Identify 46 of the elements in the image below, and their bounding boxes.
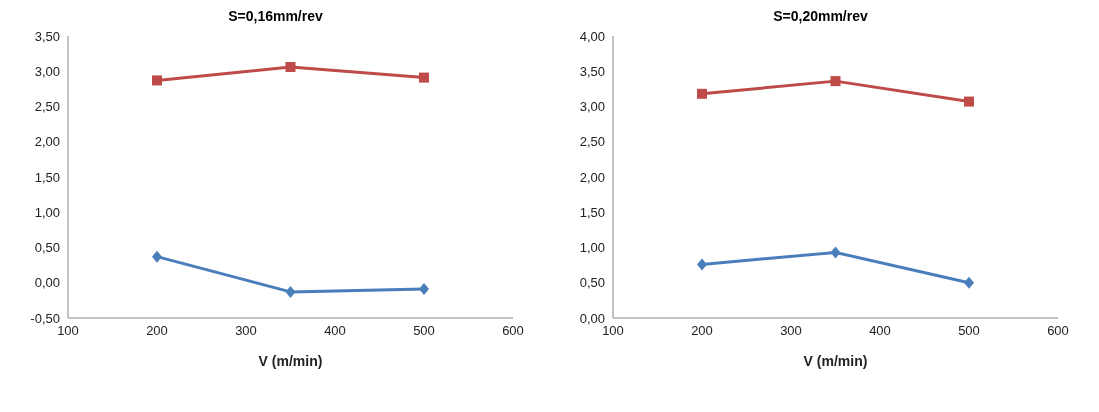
point: [419, 283, 429, 296]
point: [830, 76, 841, 87]
y-tick-label: 1,00: [579, 240, 605, 256]
y-tick-label: 2,00: [579, 169, 605, 185]
y-tick-label: 2,00: [34, 134, 60, 150]
point: [152, 75, 162, 86]
y-tick-label: 1,00: [34, 204, 60, 220]
point: [697, 258, 707, 271]
x-tick-label: 200: [146, 323, 168, 339]
y-tick-label: 0,50: [579, 275, 605, 291]
point: [419, 72, 429, 83]
y-tick-label: 3,50: [579, 63, 605, 79]
y-tick-label: 3,50: [34, 28, 60, 44]
x-tick-label: 300: [780, 323, 802, 339]
x-tick-label: 100: [57, 323, 79, 339]
y-tick-label: 0,00: [34, 275, 60, 291]
y-tick-label: 3,00: [34, 63, 60, 79]
point: [697, 88, 707, 99]
x-tick-label: 400: [324, 323, 346, 339]
x-tick-label: 500: [958, 323, 980, 339]
y-tick-label: 2,50: [579, 134, 605, 150]
point: [285, 285, 296, 298]
x-tick-label: 400: [869, 323, 891, 339]
x-tick-label: 100: [602, 323, 624, 339]
chart-title: S=0,16mm/rev: [227, 8, 324, 26]
point: [830, 246, 841, 259]
x-tick-label: 600: [1047, 323, 1069, 339]
y-tick-label: 0,00: [579, 310, 605, 326]
y-tick-label: 4,00: [579, 28, 605, 44]
point: [964, 276, 974, 289]
x-tick-label: 200: [691, 323, 713, 339]
x-tick-label: 600: [502, 323, 524, 339]
x-tick-label: 500: [413, 323, 435, 339]
x-axis-title: V (m/min): [258, 353, 323, 369]
y-tick-label: 0,50: [34, 240, 60, 256]
point: [964, 96, 974, 107]
y-tick-label: 1,50: [34, 169, 60, 185]
y-tick-label: 3,00: [579, 99, 605, 115]
point: [285, 62, 296, 73]
y-tick-label: 1,50: [579, 204, 605, 220]
x-axis-title: V (m/min): [803, 353, 868, 369]
chart-title: S=0,20mm/rev: [772, 8, 869, 26]
x-tick-label: 300: [235, 323, 257, 339]
y-tick-label: -0,50: [30, 310, 60, 326]
y-tick-label: 2,50: [34, 99, 60, 115]
point: [152, 250, 162, 263]
